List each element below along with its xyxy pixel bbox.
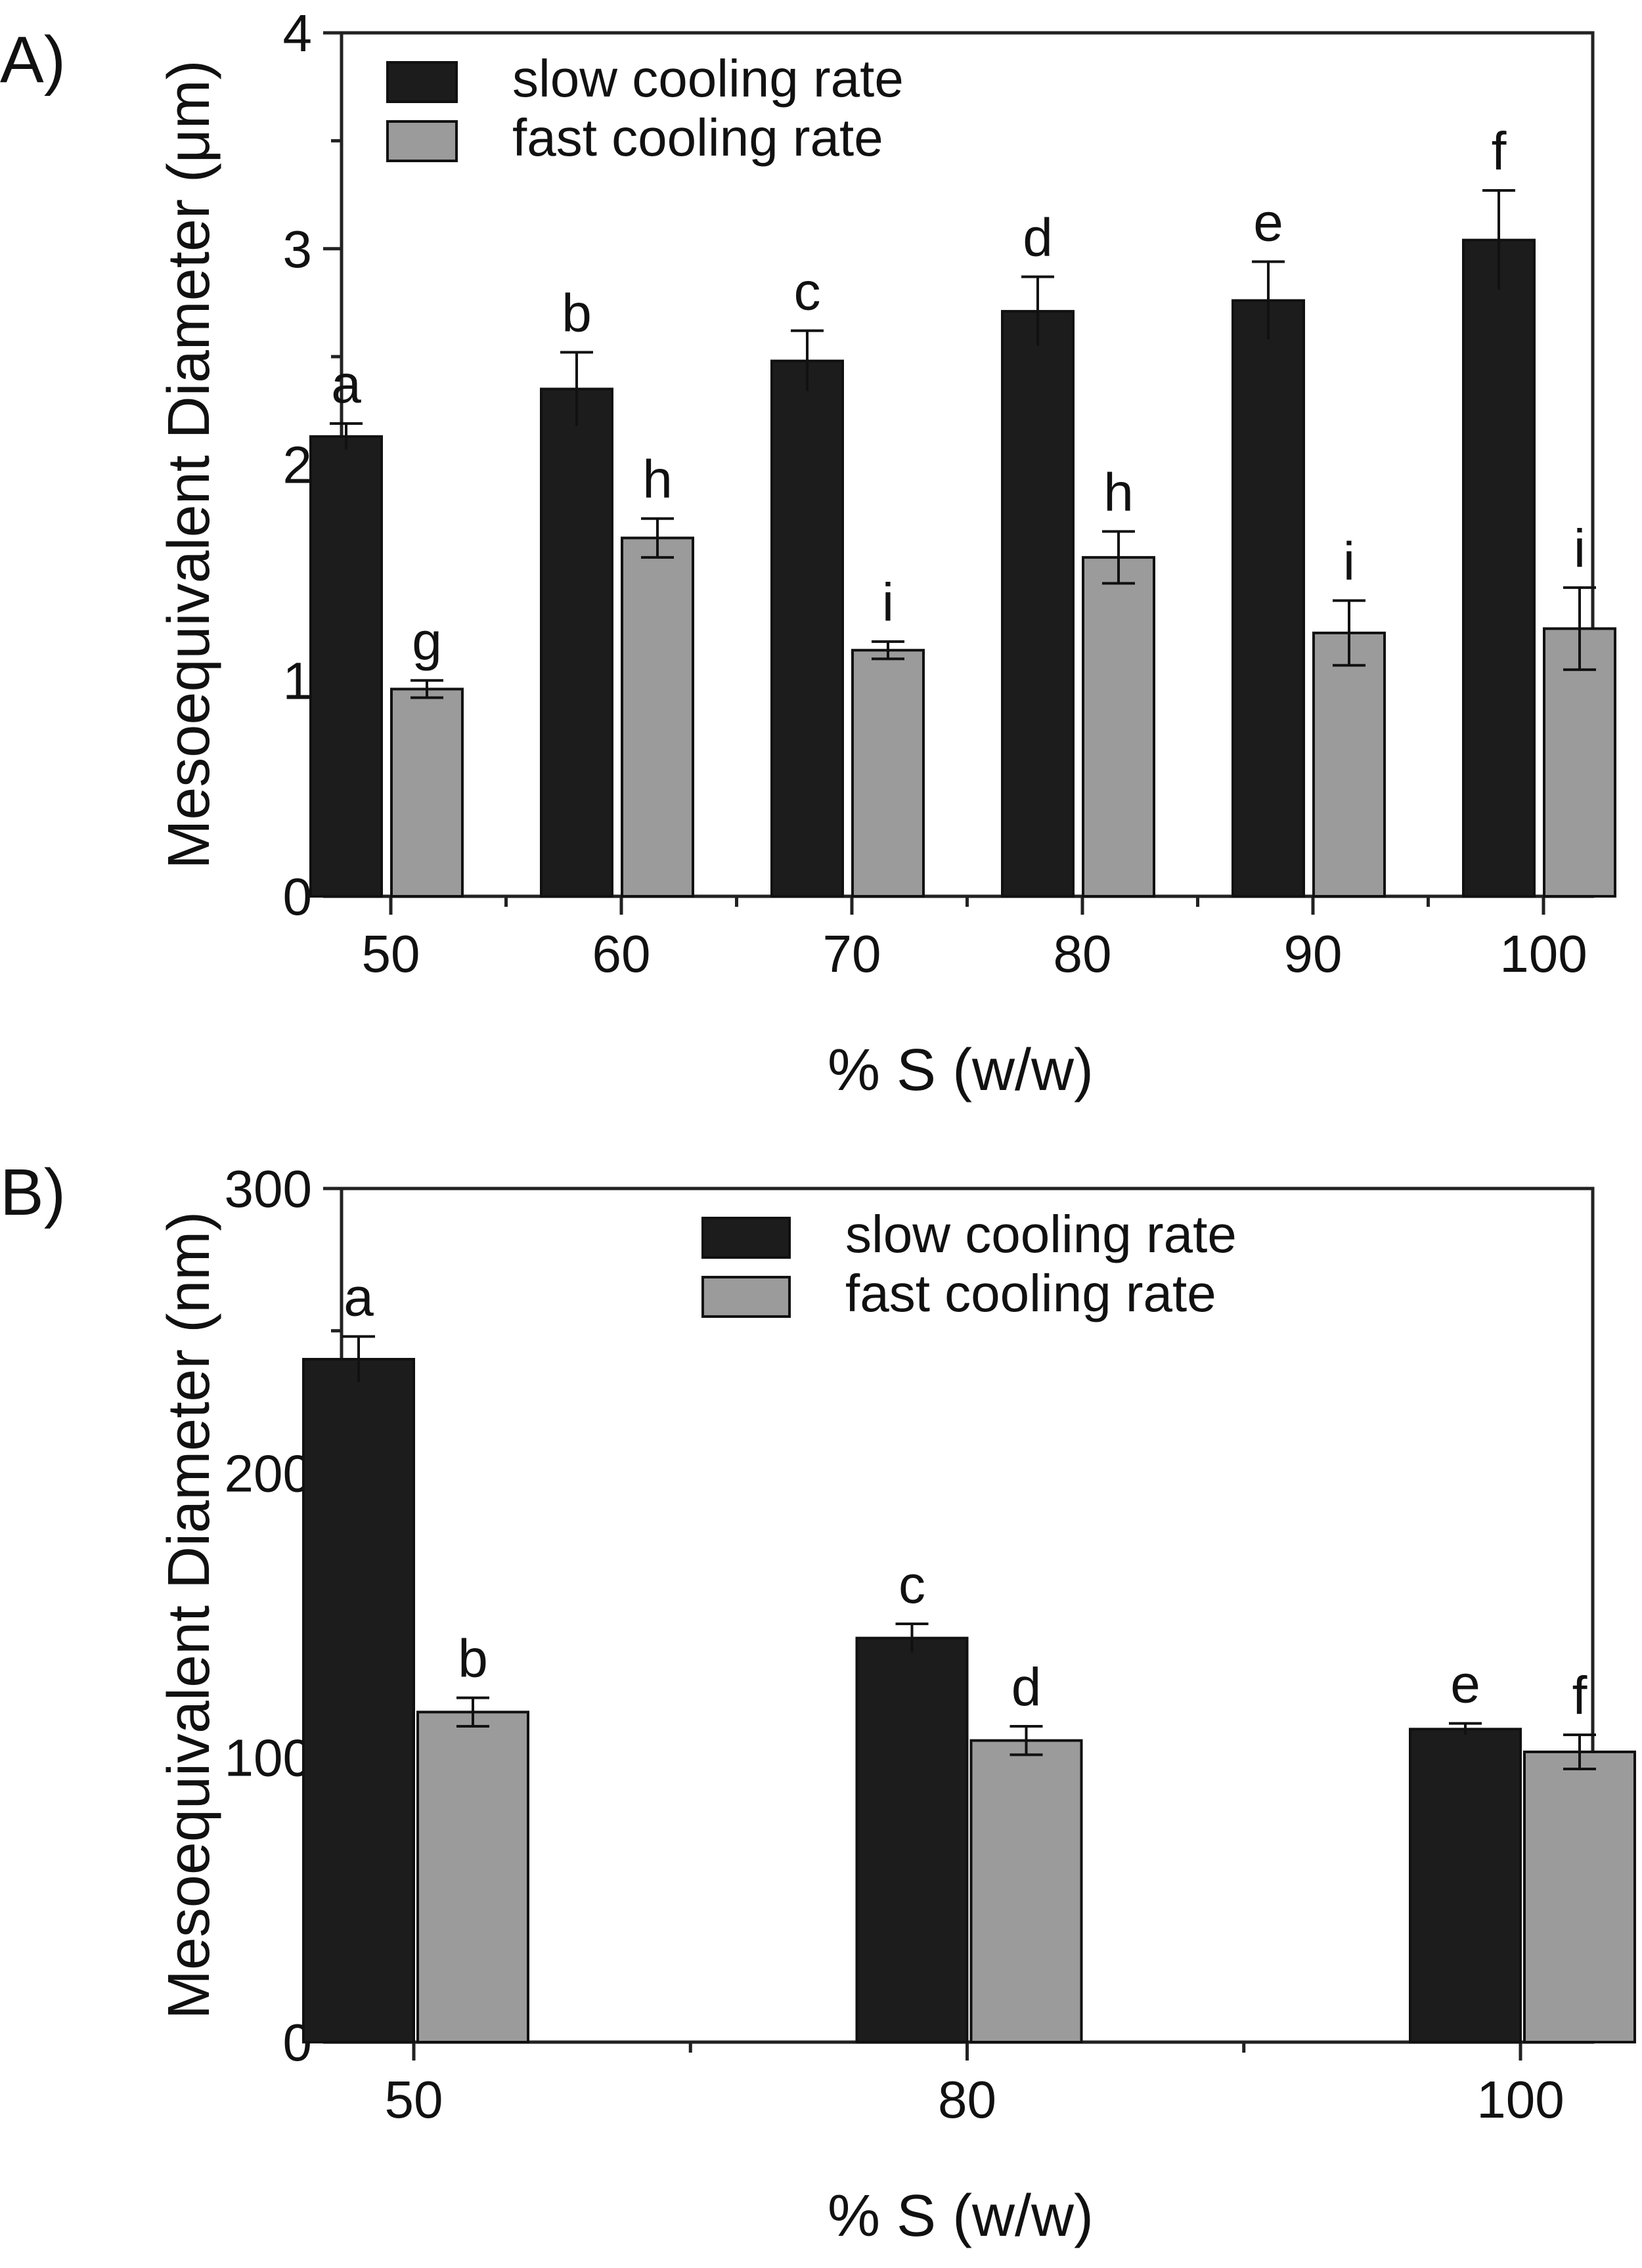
x-tick-label: 90 <box>1284 925 1342 983</box>
bar-slow <box>1409 1728 1522 2043</box>
chart-a: 0 1 2 3 4 50 60 70 80 90 100 % S (w/w) Mesoequivalen… <box>156 4 1616 1103</box>
bar-fast <box>851 649 925 898</box>
significance-letter: a <box>344 1267 374 1327</box>
y-tick-label: 300 <box>225 1160 312 1218</box>
y-axis-label: Mesoequivalent Diameter (μm) <box>156 60 222 869</box>
significance-letter: b <box>458 1629 488 1689</box>
panel-a-label: A) <box>0 23 66 97</box>
x-tick-label: 50 <box>362 925 420 983</box>
legend-label: fast cooling rate <box>845 1264 1216 1322</box>
significance-letter: d <box>1023 207 1053 267</box>
bar-slow <box>1001 310 1075 898</box>
significance-letter: e <box>1253 192 1283 252</box>
bar-slow <box>302 1358 415 2043</box>
y-tick-label: 1 <box>283 651 313 710</box>
y-tick-label: 2 <box>283 436 313 494</box>
bar-fast <box>416 1711 529 2043</box>
significance-letter: i <box>1574 519 1586 578</box>
bar-slow <box>309 435 383 898</box>
significance-letter: b <box>562 284 592 343</box>
legend-label: slow cooling rate <box>845 1205 1237 1263</box>
x-tick-label: 50 <box>385 2070 443 2129</box>
x-axis-label: % S (w/w) <box>828 1037 1094 1103</box>
y-tick-label: 100 <box>225 1729 312 1787</box>
significance-letter: f <box>1572 1666 1587 1726</box>
bar-fast <box>390 687 464 898</box>
y-tick-label: 200 <box>225 1444 312 1502</box>
significance-letter: a <box>331 355 361 414</box>
significance-letter: f <box>1492 121 1507 181</box>
x-tick-label: 100 <box>1476 2070 1564 2129</box>
significance-letter: c <box>794 262 821 322</box>
x-tick-label: 100 <box>1499 925 1587 983</box>
legend-label: fast cooling rate <box>512 108 883 167</box>
legend-label: slow cooling rate <box>512 49 904 108</box>
bar-slow <box>855 1636 969 2044</box>
x-axis-label: % S (w/w) <box>828 2183 1094 2249</box>
y-tick-label: 0 <box>283 867 313 926</box>
bar-slow <box>1462 238 1536 898</box>
bar-fast <box>621 536 694 898</box>
significance-letter: h <box>642 450 673 510</box>
significance-letter: h <box>1103 462 1134 522</box>
bar-slow <box>770 359 844 898</box>
bar-slow <box>540 387 613 898</box>
y-tick-label: 3 <box>283 220 313 278</box>
bar-slow <box>1232 299 1305 898</box>
y-tick-label: 4 <box>283 4 313 62</box>
x-tick-label: 60 <box>592 925 651 983</box>
legend-swatch <box>386 120 458 162</box>
x-tick-label: 80 <box>938 2070 996 2129</box>
significance-letter: i <box>882 573 894 632</box>
bar-fast <box>1523 1751 1636 2043</box>
x-tick-label: 80 <box>1054 925 1112 983</box>
bar-fast <box>969 1739 1083 2044</box>
y-axis-label: Mesoequivalent Diameter (nm) <box>156 1211 222 2019</box>
bar-fast <box>1312 631 1386 898</box>
panel-b-label: B) <box>0 1156 66 1229</box>
bar-fast <box>1082 556 1155 898</box>
legend-swatch <box>701 1276 791 1318</box>
significance-letter: e <box>1450 1655 1480 1714</box>
legend-swatch <box>386 61 458 103</box>
significance-letter: g <box>412 611 442 671</box>
significance-letter: i <box>1343 532 1355 592</box>
legend-swatch <box>701 1217 791 1259</box>
x-tick-label: 70 <box>823 925 881 983</box>
significance-letter: c <box>899 1555 925 1615</box>
significance-letter: d <box>1011 1657 1042 1717</box>
